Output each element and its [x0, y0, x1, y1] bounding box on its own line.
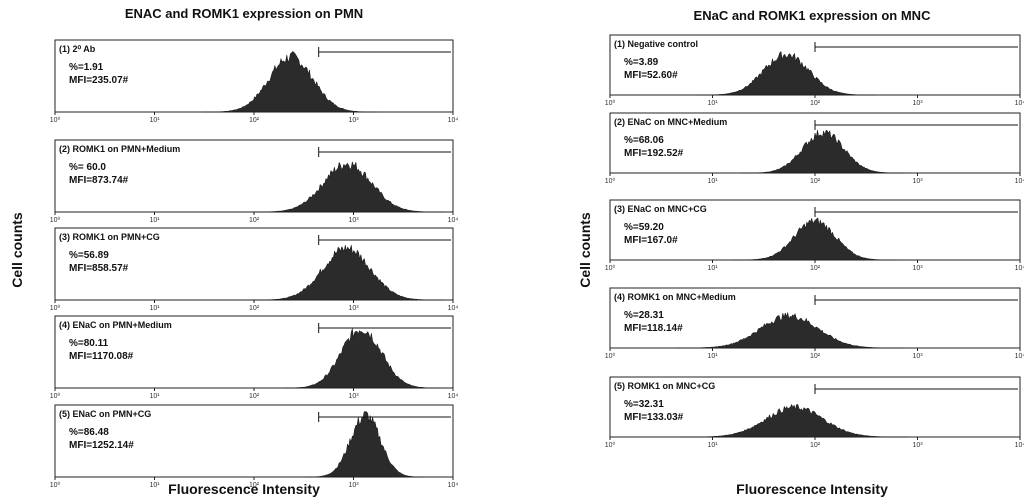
panel-label: (3) ROMK1 on PMN+CG: [59, 232, 160, 242]
x-tick-label: 10¹: [707, 442, 718, 449]
x-tick-label: 10³: [348, 117, 359, 124]
figure-panel-group: ENaC and ROMK1 expression on MNC Cell cou…: [577, 8, 1024, 497]
histogram: [679, 403, 910, 438]
histogram: [696, 50, 877, 96]
y-axis-label: Cell counts: [9, 212, 25, 288]
x-tick-label: 10⁰: [50, 216, 61, 224]
x-tick-label: 10³: [348, 482, 359, 489]
figure-title: ENaC and ROMK1 expression on MNC: [694, 8, 932, 23]
mfi-value: MFI=235.07#: [69, 75, 129, 86]
histogram: [252, 161, 444, 213]
x-tick-label: 10⁴: [448, 305, 459, 312]
mfi-value: MFI=858.57#: [69, 263, 129, 274]
panel-label: (5) ROMK1 on MNC+CG: [614, 381, 715, 391]
x-tick-label: 10⁴: [1015, 442, 1024, 449]
panel-label: (2) ENaC on MNC+Medium: [614, 117, 727, 127]
figure-panel-group: ENAC and ROMK1 expression on PMN Cell cou…: [9, 6, 458, 497]
x-tick-label: 10⁴: [448, 217, 459, 224]
histogram: [281, 328, 442, 389]
panel-label: (5) ENaC on PMN+CG: [59, 409, 151, 419]
x-tick-label: 10²: [249, 117, 260, 124]
x-tick-label: 10²: [249, 217, 260, 224]
percent-value: %=56.89: [69, 250, 109, 261]
x-tick-label: 10²: [249, 305, 260, 312]
x-tick-label: 10⁰: [50, 116, 61, 124]
x-tick-label: 10²: [810, 178, 821, 185]
mfi-value: MFI=873.74#: [69, 175, 129, 186]
x-tick-label: 10³: [912, 178, 923, 185]
percent-value: %=1.91: [69, 62, 104, 73]
x-tick-label: 10⁰: [50, 392, 61, 400]
panel-label: (2) ROMK1 on PMN+Medium: [59, 144, 180, 154]
x-tick-label: 10²: [810, 100, 821, 107]
x-tick-label: 10¹: [149, 482, 160, 489]
x-tick-label: 10¹: [149, 117, 160, 124]
x-axis-label: Fluorescence Intensity: [168, 481, 320, 497]
x-tick-label: 10⁴: [1015, 353, 1024, 360]
x-tick-label: 10²: [810, 442, 821, 449]
mfi-value: MFI=167.0#: [624, 235, 678, 246]
percent-value: %=28.31: [624, 310, 664, 321]
panel-label: (4) ROMK1 on MNC+Medium: [614, 292, 736, 302]
x-tick-label: 10³: [348, 393, 359, 400]
mfi-value: MFI=118.14#: [624, 323, 683, 334]
x-tick-label: 10³: [912, 353, 923, 360]
percent-value: %=3.89: [624, 57, 659, 68]
x-tick-label: 10²: [810, 265, 821, 272]
figure-title: ENAC and ROMK1 expression on PMN: [125, 6, 363, 21]
x-tick-label: 10¹: [149, 217, 160, 224]
x-tick-label: 10³: [348, 305, 359, 312]
mfi-value: MFI=52.60#: [624, 70, 678, 81]
x-tick-label: 10¹: [707, 100, 718, 107]
histogram: [733, 217, 897, 261]
mfi-value: MFI=133.03#: [624, 412, 684, 423]
x-tick-label: 10²: [810, 353, 821, 360]
panel-label: (1) Negative control: [614, 39, 698, 49]
x-tick-label: 10⁰: [605, 99, 616, 107]
percent-value: %= 60.0: [69, 162, 106, 173]
histogram: [305, 411, 426, 478]
x-tick-label: 10¹: [149, 305, 160, 312]
percent-value: %=80.11: [69, 338, 109, 349]
x-tick-label: 10⁰: [605, 441, 616, 449]
mfi-value: MFI=192.52#: [624, 148, 684, 159]
x-tick-label: 10¹: [707, 178, 718, 185]
x-tick-label: 10³: [912, 100, 923, 107]
percent-value: %=86.48: [69, 427, 109, 438]
percent-value: %=59.20: [624, 222, 664, 233]
x-tick-label: 10²: [249, 393, 260, 400]
panel-label: (1) 2⁰ Ab: [59, 44, 96, 54]
panel-label: (3) ENaC on MNC+CG: [614, 204, 707, 214]
mfi-value: MFI=1170.08#: [69, 351, 134, 362]
x-tick-label: 10²: [249, 482, 260, 489]
x-tick-label: 10³: [912, 265, 923, 272]
x-tick-label: 10³: [912, 442, 923, 449]
x-tick-label: 10⁴: [448, 393, 459, 400]
x-tick-label: 10³: [348, 217, 359, 224]
histogram: [741, 129, 906, 174]
x-tick-label: 10⁴: [448, 117, 459, 124]
x-axis-label: Fluorescence Intensity: [736, 481, 888, 497]
x-tick-label: 10¹: [707, 353, 718, 360]
histogram: [203, 51, 379, 113]
x-tick-label: 10⁰: [50, 304, 61, 312]
x-tick-label: 10⁰: [50, 481, 61, 489]
x-tick-label: 10¹: [707, 265, 718, 272]
histogram: [251, 244, 443, 301]
percent-value: %=32.31: [624, 399, 664, 410]
x-tick-label: 10⁰: [605, 177, 616, 185]
x-tick-label: 10¹: [149, 393, 160, 400]
panel-label: (4) ENaC on PMN+Medium: [59, 320, 172, 330]
x-tick-label: 10⁴: [1015, 100, 1024, 107]
histogram: [674, 312, 905, 349]
x-tick-label: 10⁰: [605, 264, 616, 272]
x-tick-label: 10⁴: [1015, 265, 1024, 272]
y-axis-label: Cell counts: [577, 212, 593, 288]
x-tick-label: 10⁰: [605, 352, 616, 360]
x-tick-label: 10⁴: [448, 482, 459, 489]
mfi-value: MFI=1252.14#: [69, 440, 134, 451]
percent-value: %=68.06: [624, 135, 664, 146]
x-tick-label: 10⁴: [1015, 178, 1024, 185]
